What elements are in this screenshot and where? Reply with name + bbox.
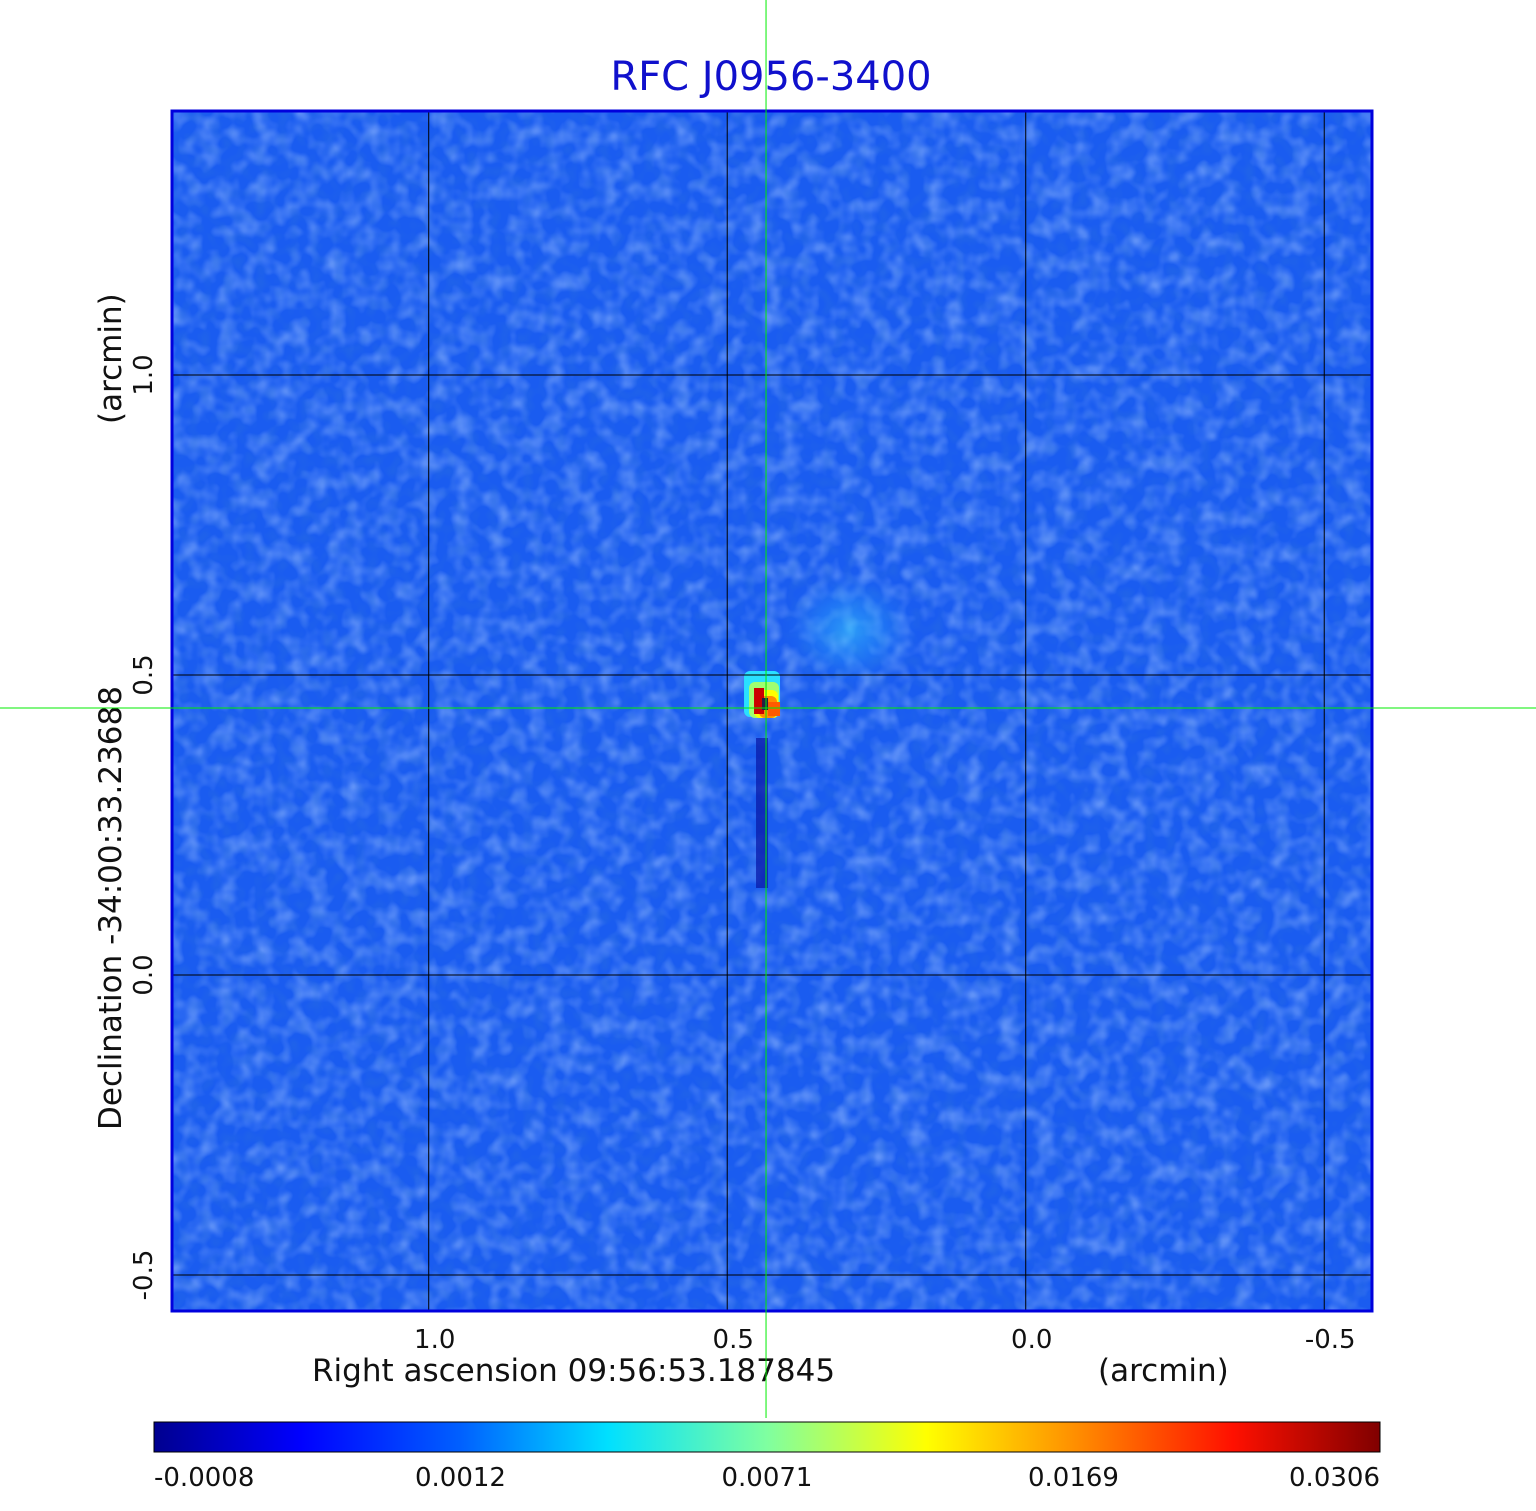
x-axis-label: Right ascension 09:56:53.187845 [312, 1353, 835, 1389]
source-dark-pixel [762, 698, 769, 710]
source-dark-streak [756, 738, 769, 888]
y-tick-label: -0.5 [129, 1250, 159, 1301]
colorbar-tick-label: -0.0008 [154, 1463, 254, 1493]
x-axis-unit: (arcmin) [1098, 1353, 1229, 1389]
crosshair [0, 0, 1536, 1418]
x-tick-label: 1.0 [414, 1325, 455, 1355]
plot-frame [170, 109, 1374, 1313]
colorbar-tick-label: 0.0071 [722, 1463, 813, 1493]
colorbar [153, 1421, 1381, 1453]
colorbar-tick-label: 0.0169 [1028, 1463, 1119, 1493]
x-tick-label: 0.5 [713, 1325, 754, 1355]
grid-lines [172, 111, 1372, 1311]
x-tick-label: 0.0 [1011, 1325, 1052, 1355]
plot-area [172, 111, 1372, 1311]
x-tick-labels: 1.0 0.5 0.0 -0.5 [414, 1325, 1356, 1355]
y-tick-labels: 1.0 0.5 0.0 -0.5 [129, 354, 159, 1300]
y-axis-label: Declination -34:00:33.23688 [93, 686, 129, 1130]
source-peak-secondary [768, 702, 781, 716]
y-axis-unit: (arcmin) [93, 293, 129, 424]
y-tick-label: 0.5 [129, 654, 159, 695]
source-peak [754, 688, 765, 714]
y-tick-label: 0.0 [129, 954, 159, 995]
chart-title: RFC J0956-3400 [610, 54, 931, 100]
y-tick-label: 1.0 [129, 354, 159, 395]
x-tick-label: -0.5 [1305, 1325, 1356, 1355]
colorbar-tick-label: 0.0306 [1289, 1463, 1380, 1493]
source-halo [780, 570, 920, 690]
colorbar-tick-labels: -0.0008 0.0012 0.0071 0.0169 0.0306 [154, 1463, 1380, 1493]
colorbar-tick-label: 0.0012 [415, 1463, 506, 1493]
